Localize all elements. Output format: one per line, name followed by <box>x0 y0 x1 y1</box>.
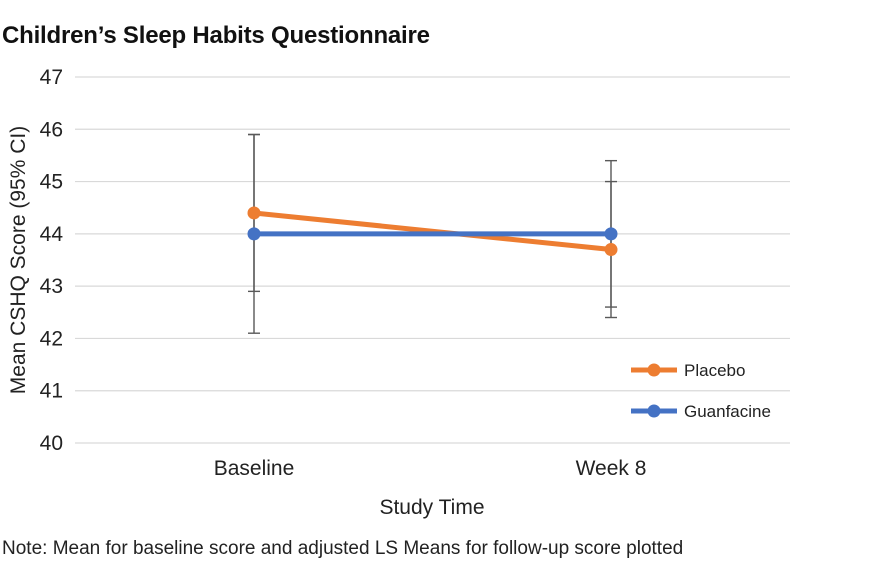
series-lines <box>247 206 618 257</box>
y-tick-label: 41 <box>40 380 63 403</box>
y-tick-label: 40 <box>40 432 63 455</box>
data-point-guanfacine <box>247 227 261 241</box>
x-tick-label: Week 8 <box>576 457 647 480</box>
y-tick-label: 46 <box>40 118 63 141</box>
y-tick-label: 45 <box>40 171 63 194</box>
y-tick-label: 44 <box>40 223 64 246</box>
legend-label-guanfacine: Guanfacine <box>684 402 771 421</box>
y-axis-ticks: 40 41 42 43 44 45 46 47 <box>40 66 64 455</box>
data-point-placebo <box>604 243 618 257</box>
legend-marker-guanfacine <box>647 404 661 418</box>
y-tick-label: 47 <box>40 66 63 89</box>
legend-marker-placebo <box>647 363 661 377</box>
legend: Placebo Guanfacine <box>631 361 771 421</box>
x-tick-label: Baseline <box>214 457 295 480</box>
legend-label-placebo: Placebo <box>684 361 745 380</box>
x-axis-ticks: Baseline Week 8 <box>214 457 647 480</box>
chart-title: Children’s Sleep Habits Questionnaire <box>2 22 430 49</box>
y-axis-label: Mean CSHQ Score (95% CI) <box>7 126 30 394</box>
chart-note: Note: Mean for baseline score and adjust… <box>2 538 684 559</box>
gridlines <box>75 76 790 444</box>
data-point-placebo <box>247 206 261 220</box>
y-tick-label: 43 <box>40 275 63 298</box>
series-line-placebo <box>253 210 612 253</box>
x-axis-label: Study Time <box>379 496 484 519</box>
y-tick-label: 42 <box>40 327 63 350</box>
data-point-guanfacine <box>604 227 618 241</box>
